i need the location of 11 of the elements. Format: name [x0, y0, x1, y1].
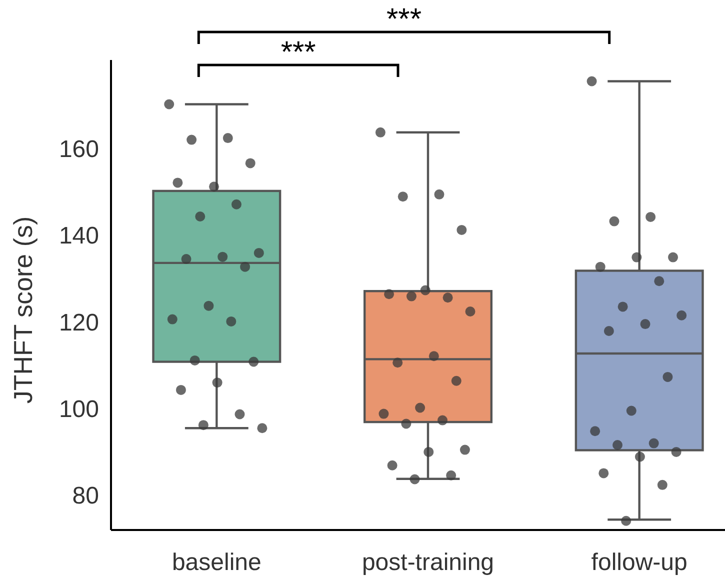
y-axis-title: JTHFT score (s): [8, 216, 38, 404]
y-tick-label: 120: [58, 309, 99, 336]
y-tick-label: 100: [58, 396, 99, 423]
x-tick-label: follow-up: [591, 549, 688, 576]
y-tick-label: 160: [58, 136, 99, 163]
y-tick-label: 80: [72, 482, 99, 510]
annotation: ***: [280, 36, 316, 69]
y-tick-label: 140: [58, 222, 99, 250]
text: ***: [386, 3, 422, 36]
x-tick-label: post-training: [362, 549, 494, 576]
x-tick-label: baseline: [172, 549, 262, 576]
